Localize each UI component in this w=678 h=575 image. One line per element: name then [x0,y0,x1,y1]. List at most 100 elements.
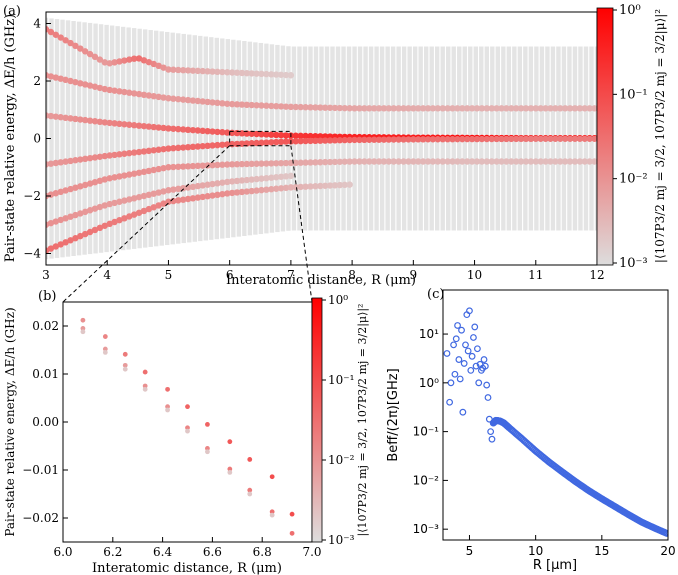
panel-a-point [547,105,554,112]
panel-a-point [81,208,89,216]
panel-a-point [277,131,285,139]
panel-a-point [184,195,192,203]
panel-a-point [253,139,260,147]
panel-a-point [302,137,309,145]
panel-a-point [62,76,69,84]
panel-a-point [160,124,167,132]
panel-a-y-tick-label: 0 [33,132,41,146]
panel-a-point [194,182,202,190]
panel-a-point [439,158,446,165]
panel-c-x-tick-label: 20 [660,544,675,558]
panel-a-point [395,158,402,165]
panel-a-point [292,103,299,111]
panel-b-label: (b) [38,289,56,304]
panel-a-point [67,115,74,122]
panel-a-point [91,226,99,234]
panel-a-point [219,68,226,76]
panel-a-point [557,105,564,112]
panel-a-point [194,127,202,134]
panel-a-point [258,139,265,146]
panel-a-point [96,84,104,92]
panel-a-point [160,94,167,101]
panel-a-point [268,174,275,181]
panel-a-point [47,160,55,167]
panel-a-point [165,95,172,102]
panel-b-x-tick-label: 7.0 [302,545,321,559]
panel-a-point [179,144,187,151]
panel-a-point [498,158,505,165]
colorbar-tick-label: 10⁻¹ [328,373,354,387]
panel-a-point [258,160,265,167]
panel-a-point [336,104,344,112]
panel-a-point [243,69,251,77]
panel-a-point [214,191,221,199]
panel-a-point [287,72,295,79]
panel-a-point [140,148,148,155]
panel-a-point [292,183,299,191]
panel-a-point [209,192,216,199]
panel-c-point [468,352,476,360]
panel-a-point [454,135,461,143]
panel-a-point [468,135,476,143]
panel-a-point [263,160,270,167]
gray-band-column [264,43,269,234]
panel-a-point [96,203,104,211]
panel-a-point [111,120,118,127]
panel-a-point [214,128,221,136]
panel-a-point [268,160,275,167]
panel-a-point [571,135,579,142]
panel-c-point [481,362,489,370]
panel-a-point [561,105,569,112]
panel-a-point [473,158,481,165]
panel-a-point [297,103,304,111]
panel-a-point [126,213,133,220]
panel-a-point [121,121,128,128]
panel-a-point [140,122,148,130]
panel-a-point [331,158,339,166]
panel-a-point [419,136,427,143]
panel-a-point [209,180,216,188]
panel-a-point [400,158,407,165]
panel-a-point [57,159,64,166]
panel-a-point [459,135,466,143]
panel-a-point [179,163,187,170]
panel-a-point [272,174,280,181]
panel-a-point [571,158,579,165]
panel-b-y-tick-label: 0.02 [32,319,59,333]
panel-a-point [228,178,236,185]
panel-a-point [67,39,74,47]
panel-a-point [429,158,437,165]
panel-a-point [248,176,255,183]
panel-a-point [199,142,206,150]
panel-a-point [449,158,456,165]
panel-b-x-tick-label: 6.6 [203,545,222,559]
panel-a-point [517,135,525,143]
panel-a-point [312,137,319,144]
panel-a-point [483,158,490,165]
panel-a-point [351,136,358,144]
panel-a-point [444,136,451,143]
panel-a-point [189,126,197,134]
gray-band-column [225,39,231,238]
panel-a-point [67,77,74,85]
panel-a-point [52,218,59,225]
panel-a-point [576,158,584,165]
panel-a-point [263,102,270,109]
panel-a-point [508,158,515,165]
panel-a-point [424,136,432,143]
panel-a-point [272,71,280,78]
panel-a-point [106,60,113,67]
panel-a-point [209,142,216,149]
panel-c-x-tick-label: 5 [466,544,474,558]
panel-a-point [130,122,138,129]
panel-a-point [140,207,148,215]
panel-a-point [160,164,167,172]
panel-a-point [459,158,466,165]
panel-a-point [150,92,157,100]
panel-a-point [317,182,324,190]
panel-a-point [390,158,397,165]
panel-a-point [224,178,231,186]
panel-c-curve [489,416,668,537]
gray-band-column [214,37,220,240]
panel-a-point [170,163,177,171]
